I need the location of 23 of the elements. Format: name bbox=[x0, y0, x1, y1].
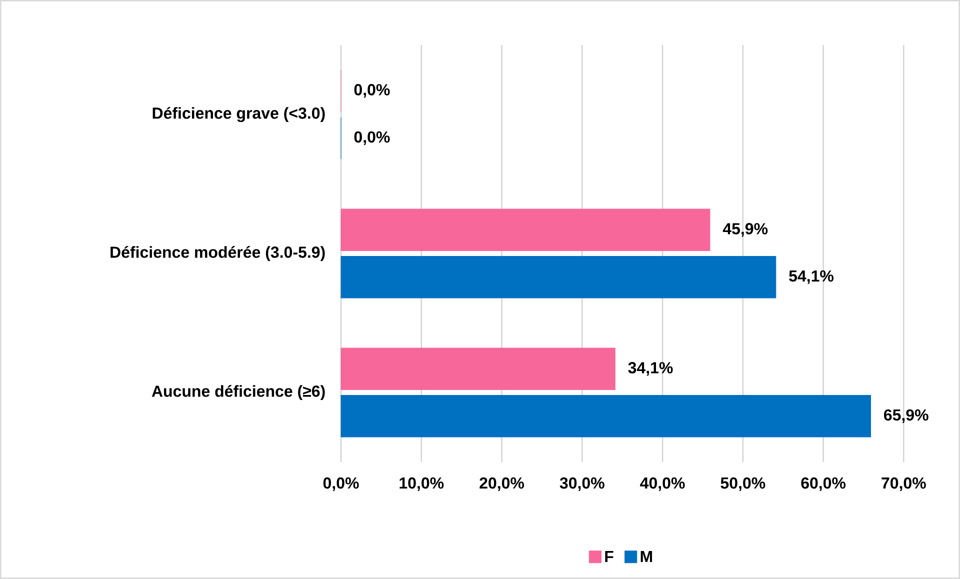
x-tick-label: 30,0% bbox=[560, 477, 604, 492]
x-tick-label: 70,0% bbox=[882, 477, 926, 492]
y-tick-label: Déficience modérée (3.0-5.9) bbox=[110, 246, 325, 262]
legend-label: M bbox=[640, 551, 652, 562]
x-tick-label: 60,0% bbox=[801, 477, 846, 492]
bar bbox=[340, 208, 710, 251]
bar bbox=[340, 348, 616, 390]
legend-label: F bbox=[605, 551, 614, 562]
x-tick-label: 50,0% bbox=[720, 477, 766, 492]
x-tick-label: 20,0% bbox=[480, 477, 524, 492]
data-label: 0,0% bbox=[354, 131, 390, 145]
y-tick-label: Aucune déficience (≥6) bbox=[152, 384, 325, 400]
y-tick-label: Déficience grave (<3.0) bbox=[152, 106, 325, 122]
data-label: 34,1% bbox=[628, 362, 673, 376]
x-tick-label: 40,0% bbox=[640, 477, 685, 492]
data-label: 65,9% bbox=[884, 409, 928, 423]
data-label: 45,9% bbox=[722, 223, 768, 237]
bar bbox=[340, 395, 871, 438]
data-label: 54,1% bbox=[789, 270, 834, 284]
data-label: 0,0% bbox=[354, 84, 390, 98]
x-tick-label: 10,0% bbox=[400, 477, 444, 492]
bar bbox=[340, 256, 776, 298]
x-tick-label: 0,0% bbox=[323, 477, 359, 492]
